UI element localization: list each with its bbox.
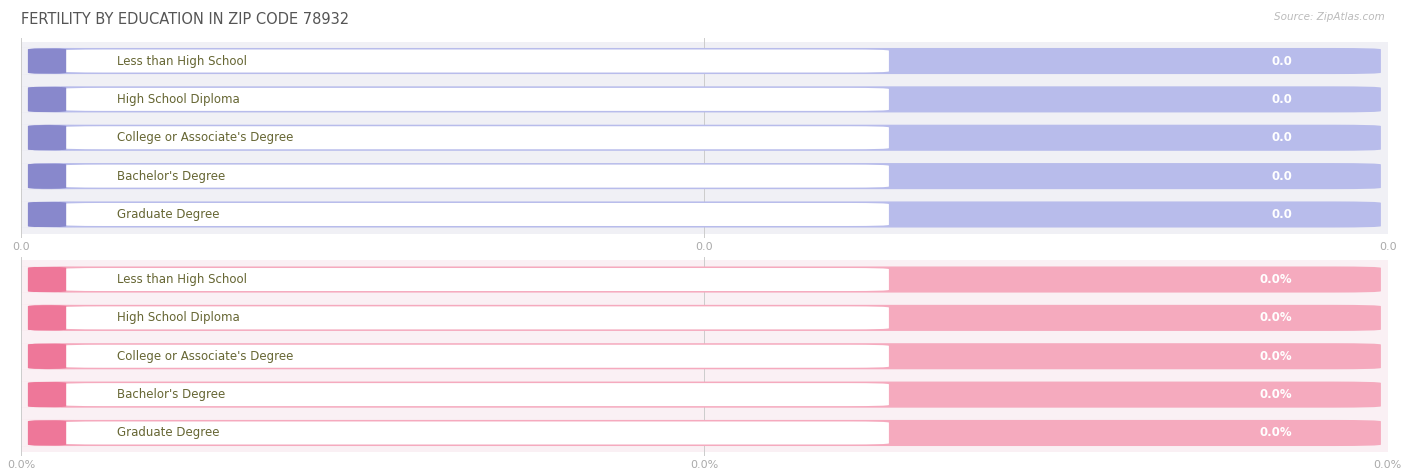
FancyBboxPatch shape xyxy=(28,48,1381,74)
Text: Less than High School: Less than High School xyxy=(117,273,247,286)
FancyBboxPatch shape xyxy=(28,305,1381,331)
FancyBboxPatch shape xyxy=(18,305,76,331)
FancyBboxPatch shape xyxy=(62,203,889,226)
Bar xyxy=(21,195,1388,234)
Text: 0.0%: 0.0% xyxy=(1260,388,1292,401)
FancyBboxPatch shape xyxy=(62,88,889,111)
FancyBboxPatch shape xyxy=(28,420,1381,446)
FancyBboxPatch shape xyxy=(28,125,1381,151)
FancyBboxPatch shape xyxy=(18,125,76,151)
FancyBboxPatch shape xyxy=(18,420,76,446)
Text: College or Associate's Degree: College or Associate's Degree xyxy=(117,131,292,144)
FancyBboxPatch shape xyxy=(28,381,1381,408)
Text: Graduate Degree: Graduate Degree xyxy=(117,208,219,221)
FancyBboxPatch shape xyxy=(18,381,76,408)
FancyBboxPatch shape xyxy=(62,49,889,73)
Text: Less than High School: Less than High School xyxy=(117,55,247,67)
FancyBboxPatch shape xyxy=(62,345,889,368)
FancyBboxPatch shape xyxy=(62,383,889,406)
Text: 0.0: 0.0 xyxy=(1271,93,1292,106)
Bar xyxy=(21,80,1388,119)
FancyBboxPatch shape xyxy=(18,163,76,189)
Text: Source: ZipAtlas.com: Source: ZipAtlas.com xyxy=(1274,12,1385,22)
Bar xyxy=(21,414,1388,452)
FancyBboxPatch shape xyxy=(62,126,889,149)
FancyBboxPatch shape xyxy=(28,86,1381,113)
FancyBboxPatch shape xyxy=(62,421,889,445)
FancyBboxPatch shape xyxy=(18,201,76,228)
FancyBboxPatch shape xyxy=(18,48,76,74)
Text: Bachelor's Degree: Bachelor's Degree xyxy=(117,170,225,182)
FancyBboxPatch shape xyxy=(62,268,889,291)
FancyBboxPatch shape xyxy=(18,266,76,293)
Text: High School Diploma: High School Diploma xyxy=(117,93,239,106)
Bar xyxy=(21,375,1388,414)
FancyBboxPatch shape xyxy=(18,86,76,113)
Bar xyxy=(21,42,1388,80)
Bar xyxy=(21,337,1388,375)
Text: Bachelor's Degree: Bachelor's Degree xyxy=(117,388,225,401)
Bar xyxy=(21,260,1388,299)
FancyBboxPatch shape xyxy=(28,163,1381,189)
FancyBboxPatch shape xyxy=(28,201,1381,228)
Text: 0.0: 0.0 xyxy=(1271,208,1292,221)
Text: 0.0: 0.0 xyxy=(1271,55,1292,67)
Text: FERTILITY BY EDUCATION IN ZIP CODE 78932: FERTILITY BY EDUCATION IN ZIP CODE 78932 xyxy=(21,12,349,27)
Text: 0.0%: 0.0% xyxy=(1260,350,1292,363)
Bar xyxy=(21,119,1388,157)
Bar xyxy=(21,299,1388,337)
Text: Graduate Degree: Graduate Degree xyxy=(117,427,219,439)
FancyBboxPatch shape xyxy=(28,343,1381,369)
FancyBboxPatch shape xyxy=(28,266,1381,293)
FancyBboxPatch shape xyxy=(62,306,889,329)
Text: 0.0: 0.0 xyxy=(1271,170,1292,182)
Text: 0.0%: 0.0% xyxy=(1260,427,1292,439)
Text: 0.0%: 0.0% xyxy=(1260,273,1292,286)
Text: 0.0: 0.0 xyxy=(1271,131,1292,144)
FancyBboxPatch shape xyxy=(62,165,889,188)
Text: College or Associate's Degree: College or Associate's Degree xyxy=(117,350,292,363)
Text: High School Diploma: High School Diploma xyxy=(117,312,239,324)
Bar xyxy=(21,157,1388,195)
FancyBboxPatch shape xyxy=(18,343,76,369)
Text: 0.0%: 0.0% xyxy=(1260,312,1292,324)
